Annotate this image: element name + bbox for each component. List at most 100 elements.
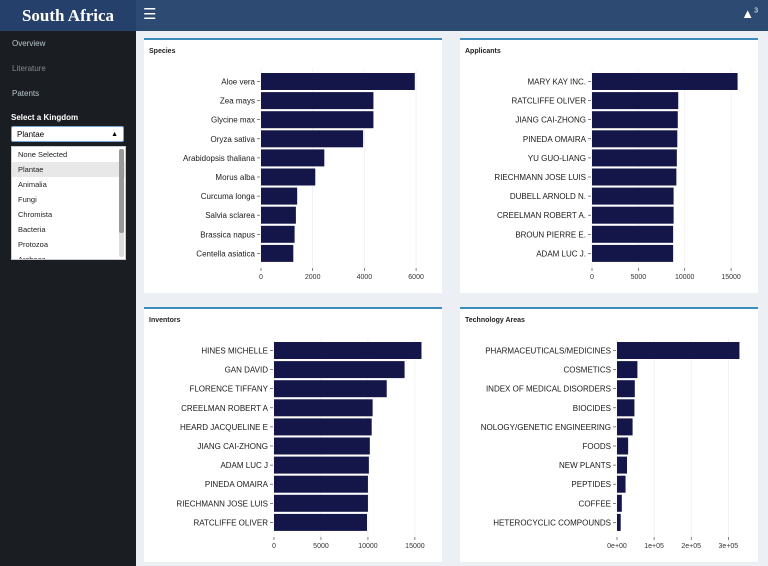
category-label: BIOCIDES [573, 404, 611, 413]
category-label: RIECHMANN JOSE LUIS [176, 499, 268, 508]
scrollbar-thumb[interactable] [119, 149, 124, 233]
bar [274, 475, 368, 493]
category-label: PHARMACEUTICALS/MEDICINES [485, 347, 611, 356]
bar [261, 149, 325, 167]
category-label: ADAM LUC J [220, 461, 268, 470]
category-label: JIANG CAI-ZHONG [197, 442, 268, 451]
category-label: Oryza sativa [211, 135, 256, 144]
x-tick-label: 6000 [408, 274, 424, 281]
technology-areas-chart: PHARMACEUTICALS/MEDICINES COSMETICS INDEX … [481, 338, 740, 550]
bar [617, 399, 635, 417]
bar [274, 342, 422, 359]
x-tick-label: 15000 [721, 274, 741, 281]
bar [592, 206, 674, 224]
bar [592, 130, 678, 148]
bar [592, 149, 677, 167]
bell-icon[interactable]: ▲3 [741, 6, 758, 21]
bar [261, 244, 294, 262]
category-label: Curcuma longa [201, 192, 256, 201]
bar [617, 418, 633, 436]
brand-title: South Africa [0, 0, 136, 31]
kingdom-option[interactable]: Plantae [12, 162, 125, 177]
category-label: PINEDA OMAIRA [205, 480, 269, 489]
category-label: Aloe vera [221, 78, 255, 87]
bar [261, 111, 374, 129]
x-tick-label: 5000 [313, 543, 329, 550]
category-label: Glycine max [211, 116, 255, 125]
dropdown-scrollbar[interactable] [119, 149, 124, 257]
kingdom-dropdown: None Selected Plantae Animalia Fungi Chr… [11, 146, 126, 260]
category-label: FOODS [583, 442, 611, 451]
category-label: INDEX OF MEDICAL DISORDERS [486, 385, 611, 394]
category-label: PINEDA OMAIRA [523, 135, 587, 144]
species-panel: Species Aloe vera Zea mays Glycine max Oryz… [144, 38, 442, 293]
category-label: HETEROCYCLIC COMPOUNDS [493, 518, 611, 527]
kingdom-select[interactable]: Plantae ▲ [11, 126, 124, 142]
kingdom-option[interactable]: Animalia [18, 180, 47, 189]
bar [617, 494, 622, 512]
kingdom-option[interactable]: Bacteria [18, 225, 46, 234]
category-label: PEPTIDES [571, 480, 611, 489]
kingdom-select-label: Select a Kingdom [11, 113, 79, 122]
bar [617, 475, 626, 493]
category-label: FLORENCE TIFFANY [189, 385, 268, 394]
category-label: CREELMAN ROBERT A [181, 404, 269, 413]
bar [617, 437, 629, 455]
x-tick-label: 4000 [357, 274, 373, 281]
bar [592, 168, 677, 186]
kingdom-option[interactable]: Archaea [18, 255, 46, 260]
kingdom-option[interactable]: Fungi [18, 195, 37, 204]
notification-count: 3 [754, 7, 758, 15]
category-label: ADAM LUC J. [536, 249, 586, 258]
bar [274, 456, 369, 474]
bar [274, 380, 387, 398]
x-tick-label: 5000 [631, 274, 647, 281]
category-label: COFFEE [579, 499, 611, 508]
technology-areas-panel: Technology Areas PHARMACEUTICALS/MEDICIN… [460, 307, 758, 562]
kingdom-option[interactable]: Chromista [18, 210, 53, 219]
inventors-panel: Inventors HINES MICHELLE GAN DAVID FLORENC… [144, 307, 442, 562]
caret-up-icon: ▲ [111, 131, 118, 138]
top-navbar: South Africa ☰ ▲3 [0, 0, 768, 31]
bar [592, 244, 674, 262]
x-tick-label: 3e+05 [718, 543, 738, 550]
category-label: Arabidopsis thaliana [183, 154, 256, 163]
bar [261, 168, 316, 186]
category-label: Zea mays [220, 97, 255, 106]
bar [274, 437, 370, 455]
hamburger-icon[interactable]: ☰ [143, 6, 157, 23]
x-tick-label: 0 [259, 274, 263, 281]
bar [274, 494, 368, 512]
bar [592, 111, 678, 129]
bar [261, 187, 298, 205]
category-label: NOLOGY/GENETIC ENGINEERING [481, 423, 611, 432]
category-label: YU GUO-LIANG [528, 154, 586, 163]
kingdom-option[interactable]: None Selected [18, 150, 68, 159]
x-tick-label: 15000 [405, 543, 425, 550]
category-label: HEARD JACQUELINE E [180, 423, 268, 432]
technology-areas-title: Technology Areas [465, 317, 525, 324]
bar [261, 130, 364, 148]
sidebar-item-patents[interactable]: Patents [12, 89, 40, 98]
x-tick-label: 1e+05 [644, 543, 664, 550]
x-tick-label: 0e+00 [607, 543, 627, 550]
species-title: Species [149, 48, 176, 55]
sidebar-item-literature[interactable]: Literature [12, 64, 46, 73]
bar [274, 361, 405, 379]
bar [592, 73, 738, 90]
kingdom-option[interactable]: Protozoa [18, 240, 49, 249]
bar [617, 456, 628, 474]
applicants-panel: Applicants MARY KAY INC. RATCLIFFE OLIVER… [460, 38, 758, 293]
category-label: DUBELL ARNOLD N. [510, 192, 586, 201]
category-label: Brassica napus [200, 230, 255, 239]
bar [617, 513, 621, 531]
category-label: CREELMAN ROBERT A. [497, 211, 586, 220]
kingdom-select-value: Plantae [17, 130, 45, 139]
x-tick-label: 2000 [305, 274, 321, 281]
category-label: Centella asiatica [196, 249, 255, 258]
bar [592, 225, 674, 243]
sidebar-item-overview[interactable]: Overview [12, 39, 46, 48]
x-tick-label: 0 [590, 274, 594, 281]
category-label: Morus alba [215, 173, 255, 182]
bar [592, 187, 674, 205]
